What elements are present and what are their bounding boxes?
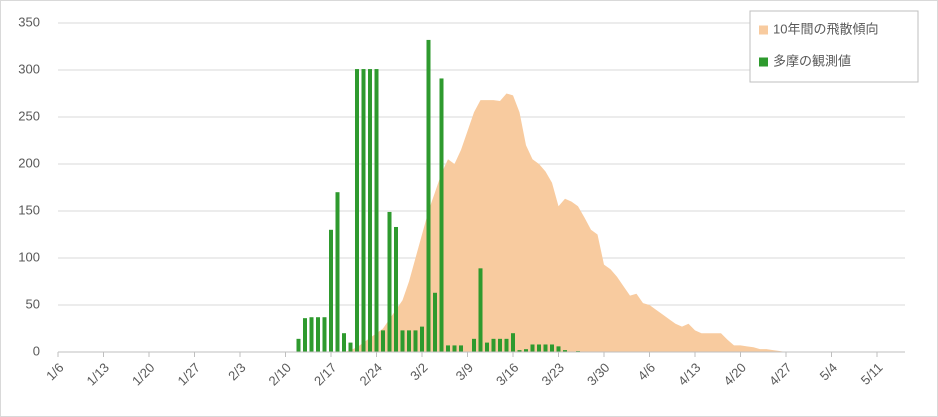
legend-swatch [759, 25, 768, 35]
bar [407, 330, 411, 352]
legend-label: 多摩の観測値 [773, 53, 851, 68]
bar [433, 292, 437, 352]
bar [426, 39, 431, 353]
bar [400, 330, 405, 352]
y-tick-label: 50 [26, 296, 40, 311]
bar [485, 342, 489, 352]
area [58, 93, 897, 352]
bar [446, 345, 450, 352]
bar [459, 345, 463, 352]
bar [420, 326, 424, 352]
bar [368, 69, 372, 352]
bar [478, 268, 483, 352]
bar [322, 317, 327, 352]
bar [537, 344, 541, 352]
bar [524, 349, 528, 352]
bar [530, 344, 535, 352]
bar [361, 69, 366, 352]
bar [472, 338, 476, 352]
bar [387, 211, 392, 352]
legend-swatch [759, 57, 768, 67]
bar [374, 69, 379, 352]
bar [348, 342, 353, 352]
y-tick-label: 350 [18, 14, 40, 29]
y-tick-label: 300 [18, 61, 40, 76]
bar [504, 338, 509, 352]
legend-label: 10年間の飛散傾向 [773, 21, 878, 36]
bar [511, 333, 515, 352]
bar [303, 318, 307, 352]
bar [439, 78, 444, 353]
bar [491, 338, 496, 352]
bar [296, 338, 301, 352]
bar [309, 317, 314, 352]
bar [381, 330, 385, 352]
bar [413, 330, 418, 352]
bar [498, 338, 502, 352]
bar [355, 69, 359, 352]
bar [342, 333, 346, 352]
bar [329, 229, 333, 352]
y-tick-label: 150 [18, 202, 40, 217]
y-tick-label: 250 [18, 108, 40, 123]
bar [543, 344, 548, 352]
y-tick-label: 100 [18, 249, 40, 264]
bar [563, 350, 567, 352]
bar [316, 317, 320, 352]
bar [394, 226, 398, 352]
bar [335, 192, 340, 352]
bar [517, 350, 522, 352]
bar [550, 344, 554, 352]
bar [556, 346, 561, 352]
bar [452, 345, 457, 352]
y-tick-label: 0 [33, 343, 40, 358]
y-tick-label: 200 [18, 155, 40, 170]
legend-box [749, 10, 919, 83]
